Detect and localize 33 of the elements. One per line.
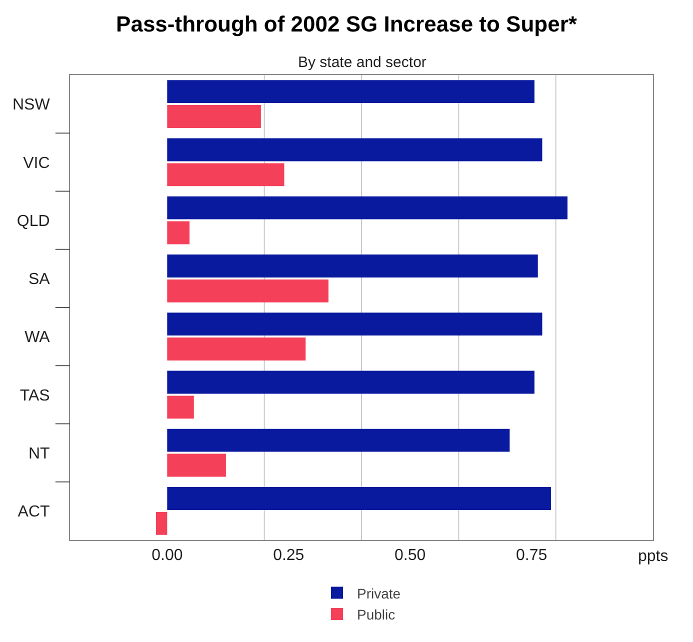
bar <box>167 221 190 244</box>
bar <box>167 196 568 220</box>
y-tick-label: NSW <box>12 96 51 114</box>
x-tick-label: 0.00 <box>152 547 183 564</box>
y-tick-label: SA <box>28 271 50 288</box>
x-axis-title: ppts <box>638 548 668 565</box>
chart-title: Pass-through of 2002 SG Increase to Super* <box>116 11 578 36</box>
chart-subtitle: By state and sector <box>298 54 426 71</box>
bar <box>167 428 510 452</box>
y-tick-label: ACT <box>18 504 50 521</box>
y-tick-label: QLD <box>16 212 50 230</box>
x-tick-label: 0.75 <box>516 547 548 564</box>
bar <box>167 80 534 104</box>
bar <box>167 454 226 477</box>
y-tick-label: VIC <box>23 154 50 172</box>
y-tick-label: NT <box>28 445 50 462</box>
y-tick-label: WA <box>24 329 50 346</box>
bar <box>167 370 534 394</box>
legend-label: Public <box>357 606 396 622</box>
bar <box>167 163 284 186</box>
bar <box>167 486 551 510</box>
bar <box>156 512 168 535</box>
bar <box>167 254 538 278</box>
y-tick-label: TAS <box>20 387 50 404</box>
x-tick-label: 0.25 <box>273 547 304 564</box>
legend-label: Private <box>357 585 401 602</box>
bar <box>167 105 261 128</box>
bar <box>167 396 194 419</box>
bar <box>167 338 306 361</box>
bar <box>167 279 328 302</box>
bar <box>167 312 542 336</box>
x-tick-label: 0.50 <box>394 547 426 564</box>
bar <box>167 138 542 162</box>
